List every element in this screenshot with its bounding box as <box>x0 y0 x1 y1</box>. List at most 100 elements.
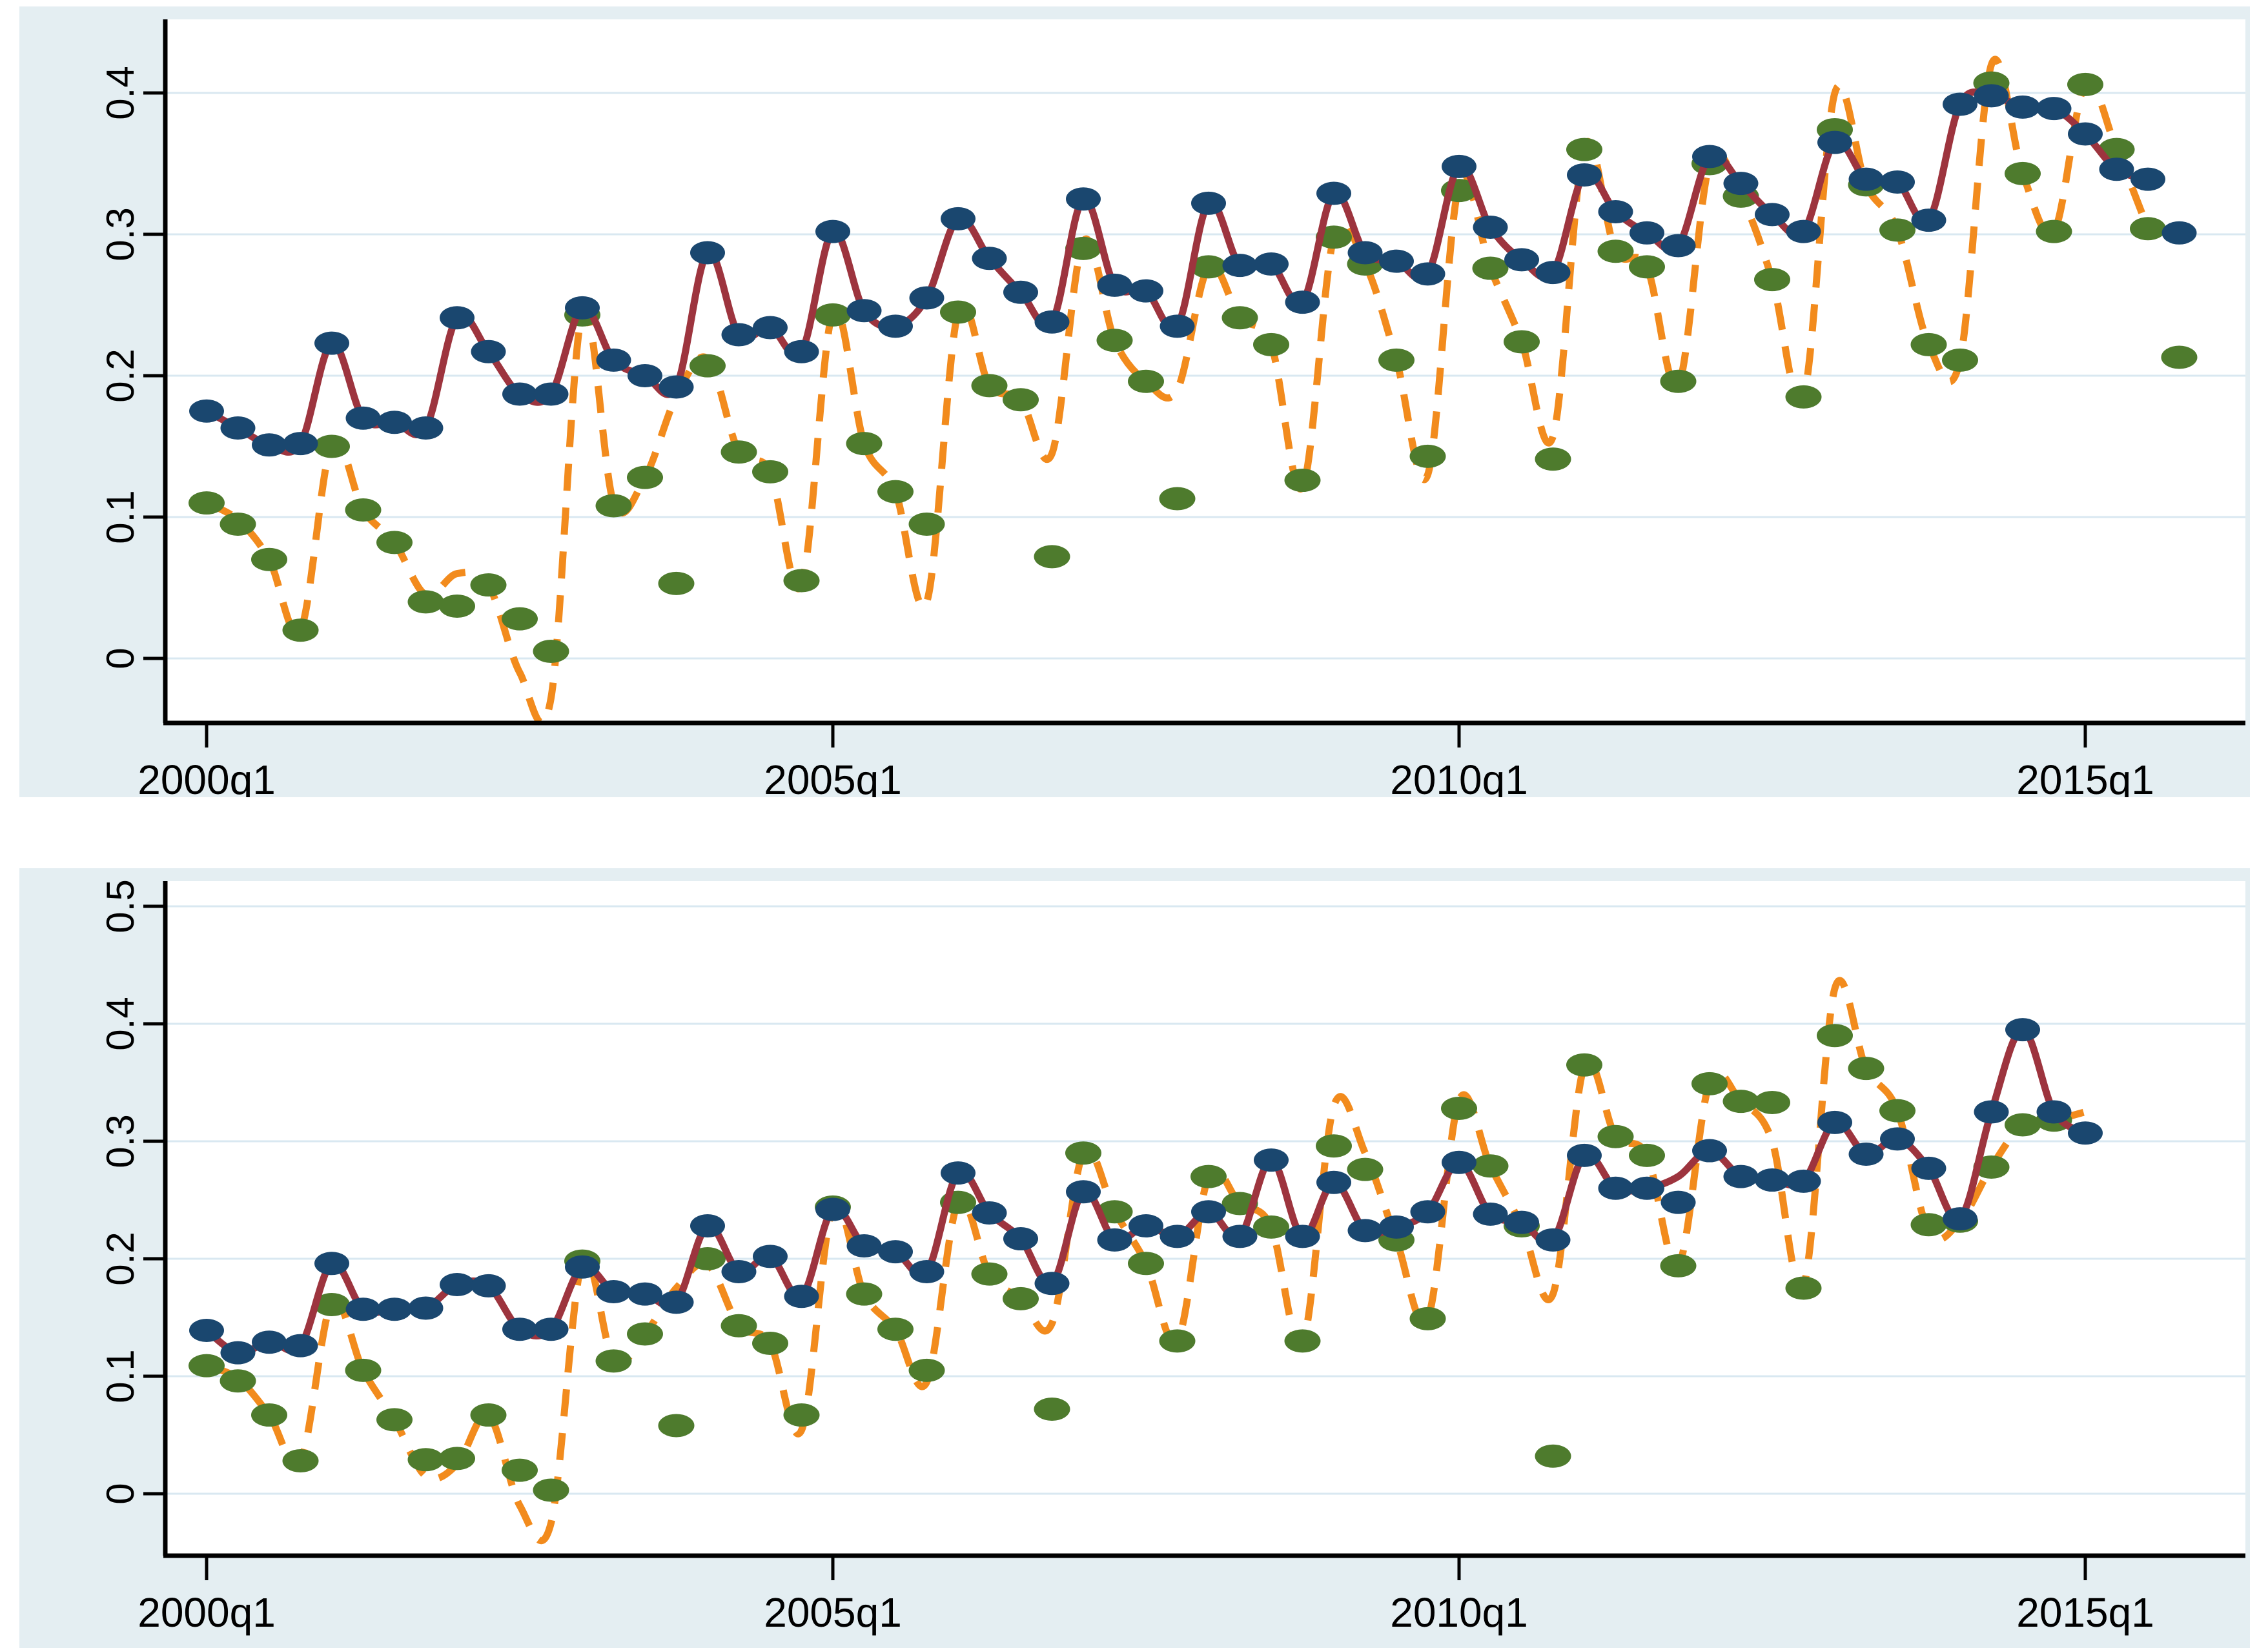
x-tick-label: 2000q1 <box>138 757 276 797</box>
green-data-dot <box>1910 332 1947 356</box>
green-data-dot <box>1629 1143 1665 1167</box>
navy-data-dot <box>1535 261 1571 285</box>
green-data-dot <box>376 1408 413 1432</box>
x-tick-label: 2015q1 <box>2016 1589 2154 1636</box>
navy-data-dot <box>1316 1170 1351 1194</box>
green-data-dot <box>2036 219 2072 243</box>
navy-data-dot <box>377 1297 412 1321</box>
green-data-dot <box>720 1314 757 1338</box>
navy-data-dot <box>1817 130 1852 154</box>
navy-data-dot <box>784 1285 819 1308</box>
navy-data-dot <box>1442 154 1476 178</box>
navy-data-dot <box>1066 1180 1101 1204</box>
navy-data-dot <box>941 1161 976 1185</box>
navy-data-dot <box>596 1279 631 1303</box>
green-data-dot <box>1253 332 1289 356</box>
y-tick-label: 0.5 <box>99 879 142 933</box>
green-data-dot <box>752 1332 788 1356</box>
navy-data-dot <box>1379 1215 1414 1239</box>
navy-data-dot <box>596 348 631 372</box>
green-data-dot <box>1409 444 1446 468</box>
navy-data-dot <box>1755 1168 1790 1192</box>
y-tick-label: 0 <box>99 647 142 669</box>
green-data-dot <box>690 354 726 378</box>
navy-data-dot <box>972 247 1007 270</box>
x-tick-label: 2010q1 <box>1390 757 1528 797</box>
green-data-dot <box>439 1447 475 1470</box>
green-data-dot <box>189 1354 225 1378</box>
green-data-dot <box>1879 1099 1916 1123</box>
navy-data-dot <box>909 1260 945 1284</box>
green-data-dot <box>1003 1287 1039 1310</box>
green-data-dot <box>846 432 883 456</box>
navy-data-dot <box>2068 122 2103 146</box>
navy-data-dot <box>408 1296 444 1320</box>
navy-data-dot <box>1629 1176 1664 1200</box>
green-data-dot <box>251 1403 287 1427</box>
green-data-dot <box>220 1369 256 1393</box>
green-data-dot <box>407 590 444 614</box>
navy-data-dot <box>440 1273 475 1297</box>
top-chart-panel: 0 0.1 0.2 0.3 0.4 2000q1 2005q1 2010q1 2015q1 <box>19 6 2250 797</box>
navy-data-dot <box>2130 167 2165 191</box>
navy-data-dot <box>1598 1176 1633 1200</box>
y-tick-label: 0.3 <box>99 1114 142 1168</box>
navy-data-dot <box>1347 1219 1383 1243</box>
navy-data-dot <box>1442 1150 1476 1174</box>
navy-data-dot <box>1911 209 1946 232</box>
green-data-dot <box>1660 369 1697 393</box>
green-data-dot <box>595 494 632 518</box>
navy-data-dot <box>1034 1272 1070 1296</box>
navy-data-dot <box>1817 1110 1852 1134</box>
navy-data-dot <box>1285 290 1320 314</box>
navy-data-dot <box>659 375 694 399</box>
x-tick-label: 2005q1 <box>764 1589 902 1636</box>
navy-data-dot <box>628 364 662 387</box>
green-data-dot <box>1065 1141 1101 1165</box>
y-tick-label: 0.1 <box>99 1349 142 1403</box>
green-data-dot <box>1128 1252 1164 1276</box>
navy-data-dot <box>846 299 882 323</box>
green-data-dot <box>1284 469 1321 493</box>
navy-data-dot <box>972 1201 1007 1225</box>
navy-data-dot <box>1660 234 1696 258</box>
green-data-dot <box>658 1414 695 1438</box>
green-data-dot <box>815 303 851 327</box>
navy-data-dot <box>2161 221 2197 245</box>
navy-data-dot <box>1316 181 1351 205</box>
green-data-dot <box>752 460 788 483</box>
green-data-dot <box>1910 1213 1947 1237</box>
green-data-dot <box>220 512 256 536</box>
green-data-dot <box>1566 137 1602 161</box>
navy-data-dot <box>2068 1121 2103 1145</box>
navy-data-dot <box>1598 199 1633 223</box>
navy-data-dot <box>1848 1143 1884 1166</box>
green-data-dot <box>1190 255 1227 279</box>
navy-data-dot <box>1880 170 1915 194</box>
y-tick-label: 0.3 <box>99 207 142 261</box>
navy-data-dot <box>1410 262 1446 286</box>
bottom-chart-panel: 0 0.1 0.2 0.3 0.4 0.5 2000q1 2005q1 2010q1 2015q1 <box>19 868 2250 1648</box>
green-data-dot <box>627 1322 663 1346</box>
navy-data-dot <box>377 411 412 434</box>
navy-data-dot <box>1222 1225 1258 1248</box>
navy-data-dot <box>1097 1228 1132 1252</box>
green-data-dot <box>1128 369 1164 393</box>
green-data-dot <box>470 573 507 597</box>
green-data-dot <box>2130 217 2166 241</box>
green-data-dot <box>314 1292 350 1316</box>
green-data-dot <box>533 1478 569 1502</box>
green-data-dot <box>1535 1444 1571 1468</box>
navy-data-dot <box>628 1282 662 1306</box>
green-data-dot <box>1566 1053 1602 1077</box>
navy-data-dot <box>1504 1210 1539 1234</box>
green-data-dot <box>1848 1057 1885 1081</box>
navy-data-dot <box>408 416 444 440</box>
green-data-dot <box>1221 306 1258 330</box>
navy-data-dot <box>1786 219 1821 243</box>
navy-data-dot <box>1473 1202 1508 1226</box>
green-data-dot <box>439 594 475 618</box>
navy-data-dot <box>440 306 475 330</box>
navy-data-dot <box>1943 92 1977 116</box>
navy-data-dot <box>1160 314 1195 338</box>
